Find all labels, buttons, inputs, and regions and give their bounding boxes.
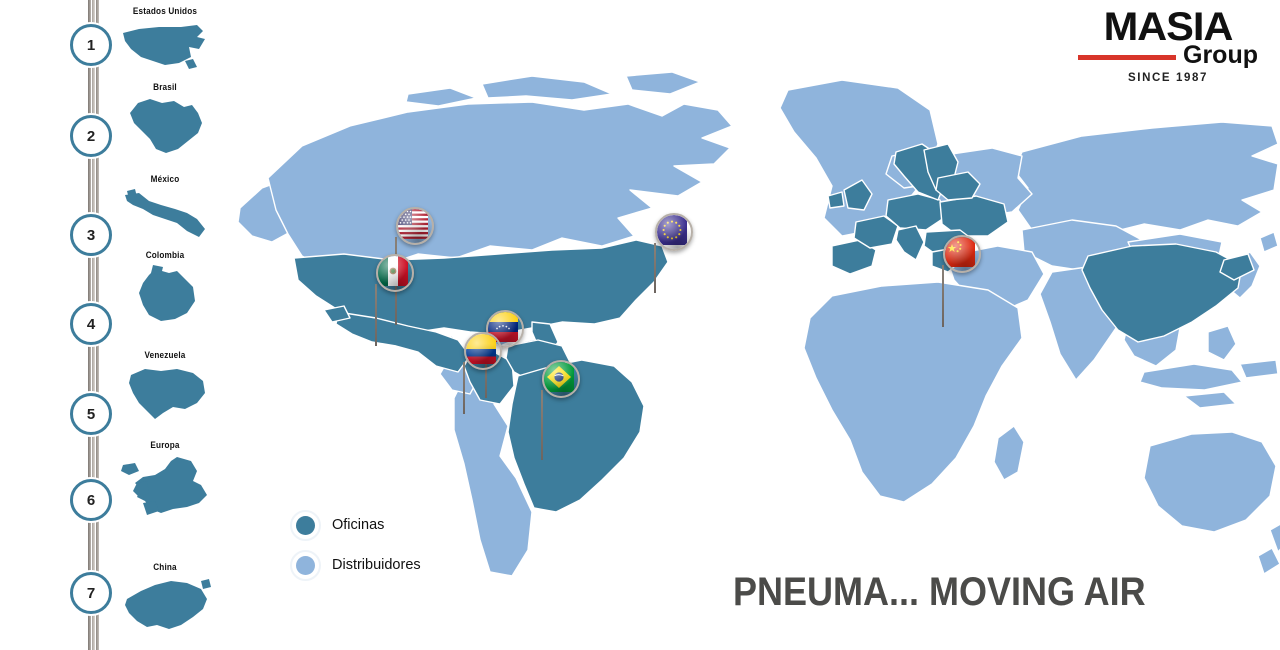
timeline-node-7[interactable]: 7 (70, 572, 112, 614)
timeline-node-4[interactable]: 4 (70, 303, 112, 345)
logo-red-rule (1078, 54, 1176, 60)
timeline-country-mexico[interactable]: México (110, 174, 220, 241)
flag-us-icon (396, 207, 434, 245)
timeline-node-2[interactable]: 2 (70, 115, 112, 157)
timeline-node-1[interactable]: 1 (70, 24, 112, 66)
country-label: Europa (150, 440, 180, 451)
logo-since: SINCE 1987 (1128, 72, 1208, 85)
shape-venezuela-icon (129, 369, 205, 419)
country-label: Brasil (153, 82, 177, 93)
country-label: China (153, 562, 177, 573)
shape-china-icon (125, 579, 211, 629)
country-label: México (150, 174, 180, 185)
flag-co-icon (464, 332, 502, 370)
timeline-country-estados-unidos[interactable]: Estados Unidos (110, 6, 220, 71)
flag-br-icon (542, 360, 580, 398)
world-map-svg (237, 71, 1280, 577)
timeline-country-brasil[interactable]: Brasil (110, 82, 220, 157)
timeline-node-3[interactable]: 3 (70, 214, 112, 256)
legend-label-distribuidores: Distribuidores (332, 557, 421, 573)
logo-sub: Group (1183, 41, 1258, 70)
legend-item-distribuidores[interactable]: Distribuidores (290, 548, 421, 582)
country-label: Estados Unidos (132, 6, 198, 17)
pin-stem (463, 362, 465, 414)
shape-brazil-icon (130, 99, 202, 153)
legend-dot-oficinas-icon (290, 509, 321, 541)
legend-item-oficinas[interactable]: Oficinas (290, 508, 421, 542)
shape-mexico-icon (125, 189, 205, 237)
world-map (232, 60, 1280, 580)
tagline: PNEUMA... MOVING AIR (733, 570, 1146, 614)
timeline-node-6[interactable]: 6 (70, 479, 112, 521)
country-label: Colombia (145, 250, 185, 261)
map-legend: Oficinas Distribuidores (290, 508, 421, 588)
pin-stem (654, 243, 656, 293)
flag-cn-icon (943, 235, 981, 273)
legend-dot-distribuidores-icon (290, 549, 321, 581)
shape-usa-icon (123, 25, 205, 69)
pin-stem (375, 284, 377, 346)
legend-label-oficinas: Oficinas (332, 517, 385, 533)
timeline-country-china[interactable]: China (110, 562, 220, 635)
timeline-country-venezuela[interactable]: Venezuela (110, 350, 220, 425)
shape-europe-icon (121, 457, 207, 515)
logo-group-row: Group (1078, 43, 1258, 68)
distributor-regions (237, 71, 1280, 577)
masia-group-logo[interactable]: MASIA Group SINCE 1987 (1078, 7, 1258, 85)
logo-brand: MASIA (1103, 5, 1234, 49)
shape-colombia-icon (139, 265, 195, 321)
flag-eu-icon (655, 213, 693, 251)
pin-stem (541, 390, 543, 460)
timeline-country-colombia[interactable]: Colombia (110, 250, 220, 325)
flag-mx-icon (376, 254, 414, 292)
country-label: Venezuela (144, 350, 186, 361)
pin-stem (942, 265, 944, 327)
timeline-country-europa[interactable]: Europa (110, 440, 220, 519)
timeline-node-5[interactable]: 5 (70, 393, 112, 435)
office-regions (293, 143, 1255, 513)
